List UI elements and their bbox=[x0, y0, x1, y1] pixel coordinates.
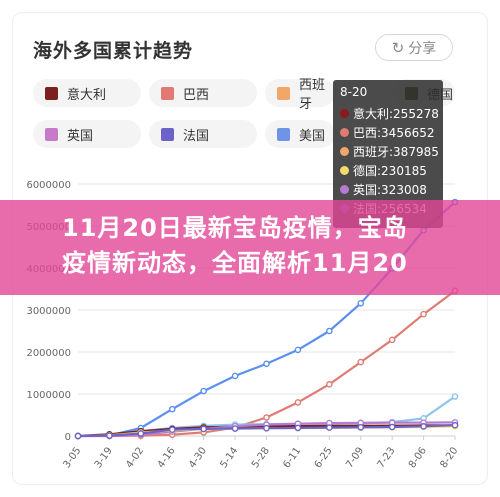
data-point bbox=[420, 310, 427, 318]
data-point bbox=[326, 381, 333, 388]
tooltip-value: 意大利:255278 bbox=[353, 107, 439, 121]
y-tick-label: 2000000 bbox=[26, 348, 71, 359]
data-point bbox=[168, 405, 176, 413]
data-point bbox=[106, 432, 113, 439]
tooltip-dot bbox=[340, 128, 349, 137]
data-point bbox=[294, 399, 302, 406]
data-point bbox=[231, 425, 239, 432]
data-point bbox=[388, 336, 396, 344]
legend-item[interactable]: 美国 bbox=[265, 120, 335, 148]
legend-item[interactable]: 英国 bbox=[33, 120, 141, 148]
legend-label: 西班牙 bbox=[299, 78, 326, 112]
x-tick-label: 4-30 bbox=[187, 445, 209, 470]
x-tick-label: 7-23 bbox=[376, 445, 398, 470]
data-point bbox=[451, 421, 459, 429]
x-tick-label: 6-11 bbox=[281, 445, 303, 470]
data-point bbox=[294, 424, 302, 432]
data-point bbox=[137, 430, 145, 437]
data-point bbox=[200, 387, 207, 395]
y-tick-label: 3000000 bbox=[26, 306, 71, 317]
legend-item[interactable]: 法国 bbox=[149, 120, 257, 148]
data-point bbox=[168, 426, 176, 434]
tooltip-dot bbox=[340, 185, 349, 194]
data-point bbox=[200, 425, 207, 433]
data-point bbox=[357, 358, 365, 366]
tooltip-row: 西班牙:387985 bbox=[340, 142, 439, 161]
legend-swatch bbox=[45, 127, 58, 141]
headline-line-2: 疫情新动态，全面解析11月20 bbox=[62, 249, 408, 277]
legend-label: 法国 bbox=[183, 128, 210, 144]
y-tick-label: 0 bbox=[65, 432, 71, 443]
data-point bbox=[263, 424, 270, 432]
legend-swatch bbox=[45, 86, 58, 100]
share-icon: ↻ bbox=[391, 38, 405, 57]
x-tick-label: 8-20 bbox=[438, 445, 460, 470]
data-point bbox=[420, 423, 427, 430]
tooltip-date: 8-20 bbox=[340, 85, 368, 99]
legend-item[interactable]: 意大利 bbox=[33, 79, 141, 107]
x-tick-label: 4-16 bbox=[156, 445, 178, 470]
tooltip-row: 德国:230185 bbox=[340, 161, 436, 180]
legend-swatch bbox=[161, 86, 174, 100]
x-tick-label: 3-05 bbox=[61, 445, 83, 470]
share-label: 分享 bbox=[408, 40, 437, 57]
x-tick-label: 5-28 bbox=[250, 445, 272, 470]
x-tick-label: 4-02 bbox=[124, 445, 146, 470]
legend-label: 英国 bbox=[67, 128, 94, 144]
x-tick-label: 7-09 bbox=[344, 445, 366, 470]
headline-line-1: 11月20日最新宝岛疫情，宝岛 bbox=[62, 214, 408, 242]
tooltip-value: 巴西:3456652 bbox=[353, 126, 435, 140]
data-point bbox=[263, 360, 270, 368]
x-tick-label: 6-25 bbox=[313, 445, 335, 470]
legend-swatch bbox=[277, 127, 290, 141]
x-tick-label: 3-19 bbox=[93, 445, 115, 470]
data-point bbox=[451, 393, 459, 400]
tooltip-dot bbox=[340, 109, 349, 118]
y-tick-label: 1000000 bbox=[26, 390, 71, 401]
legend-label: 意大利 bbox=[67, 87, 107, 103]
headline-banner: 11月20日最新宝岛疫情，宝岛 疫情新动态，全面解析11月20 bbox=[0, 200, 500, 295]
legend-swatch bbox=[161, 127, 174, 141]
chart-title: 海外多国累计趋势 bbox=[33, 40, 194, 62]
data-point bbox=[231, 372, 239, 380]
y-tick-label: 6000000 bbox=[26, 180, 71, 191]
legend-item[interactable]: 西班牙 bbox=[265, 78, 335, 112]
data-point bbox=[326, 424, 333, 431]
data-point bbox=[388, 423, 396, 431]
data-point bbox=[74, 432, 82, 440]
tooltip-row: 意大利:255278 bbox=[340, 104, 439, 123]
tooltip-value: 英国:323008 bbox=[353, 183, 427, 197]
tooltip-value: 德国:230185 bbox=[353, 164, 427, 178]
data-point bbox=[294, 346, 302, 354]
tooltip-row: 英国:323008 bbox=[340, 180, 436, 199]
data-point bbox=[263, 414, 270, 421]
share-button[interactable]: ↻ 分享 bbox=[375, 34, 453, 61]
tooltip-value: 西班牙:387985 bbox=[353, 145, 439, 159]
tooltip-dot bbox=[340, 166, 349, 175]
legend-label: 美国 bbox=[299, 128, 326, 144]
data-point bbox=[357, 299, 365, 307]
x-tick-label: 8-06 bbox=[407, 445, 429, 470]
data-point bbox=[326, 327, 333, 335]
legend-label: 巴西 bbox=[183, 87, 210, 103]
x-tick-label: 5-14 bbox=[219, 445, 241, 470]
tooltip-row: 巴西:3456652 bbox=[340, 123, 436, 142]
tooltip-dot bbox=[340, 147, 349, 156]
legend-item[interactable]: 巴西 bbox=[149, 79, 257, 107]
data-point bbox=[357, 423, 365, 431]
legend-swatch bbox=[277, 86, 290, 100]
